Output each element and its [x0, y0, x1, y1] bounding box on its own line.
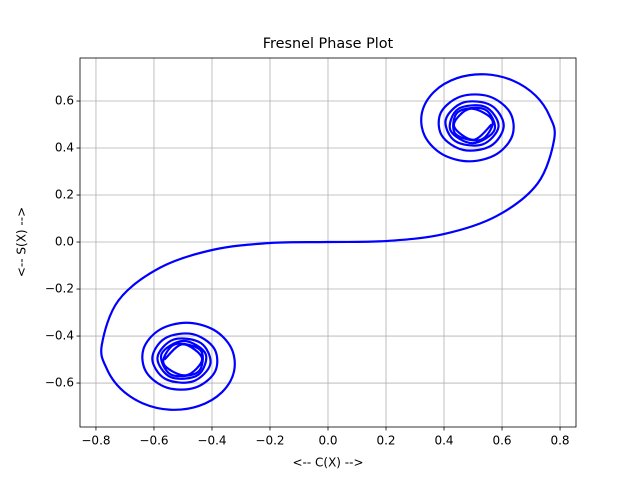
x-tick-label: 0.6 — [492, 434, 511, 448]
x-tick-label: −0.4 — [197, 434, 226, 448]
x-tick-label: 0.4 — [434, 434, 453, 448]
y-tick-label: −0.2 — [45, 282, 74, 296]
x-tick-label: 0.0 — [318, 434, 337, 448]
x-tick-label: 0.2 — [376, 434, 395, 448]
y-axis-label: <-- S(X) --> — [15, 207, 29, 277]
x-axis-label: <-- C(X) --> — [292, 456, 363, 470]
x-tick-label: 0.8 — [550, 434, 569, 448]
y-tick-label: −0.4 — [45, 329, 74, 343]
y-tick-label: −0.6 — [45, 376, 74, 390]
x-tick-label: −0.6 — [139, 434, 168, 448]
y-tick-label: 0.4 — [55, 141, 74, 155]
plot-area — [100, 73, 556, 411]
y-tick-label: 0.0 — [55, 235, 74, 249]
chart-title: Fresnel Phase Plot — [263, 36, 394, 52]
y-tick-label: 0.2 — [55, 188, 74, 202]
x-tick-label: −0.2 — [255, 434, 284, 448]
y-tick-label: 0.6 — [55, 94, 74, 108]
x-tick-label: −0.8 — [81, 434, 110, 448]
data-line — [100, 73, 556, 411]
